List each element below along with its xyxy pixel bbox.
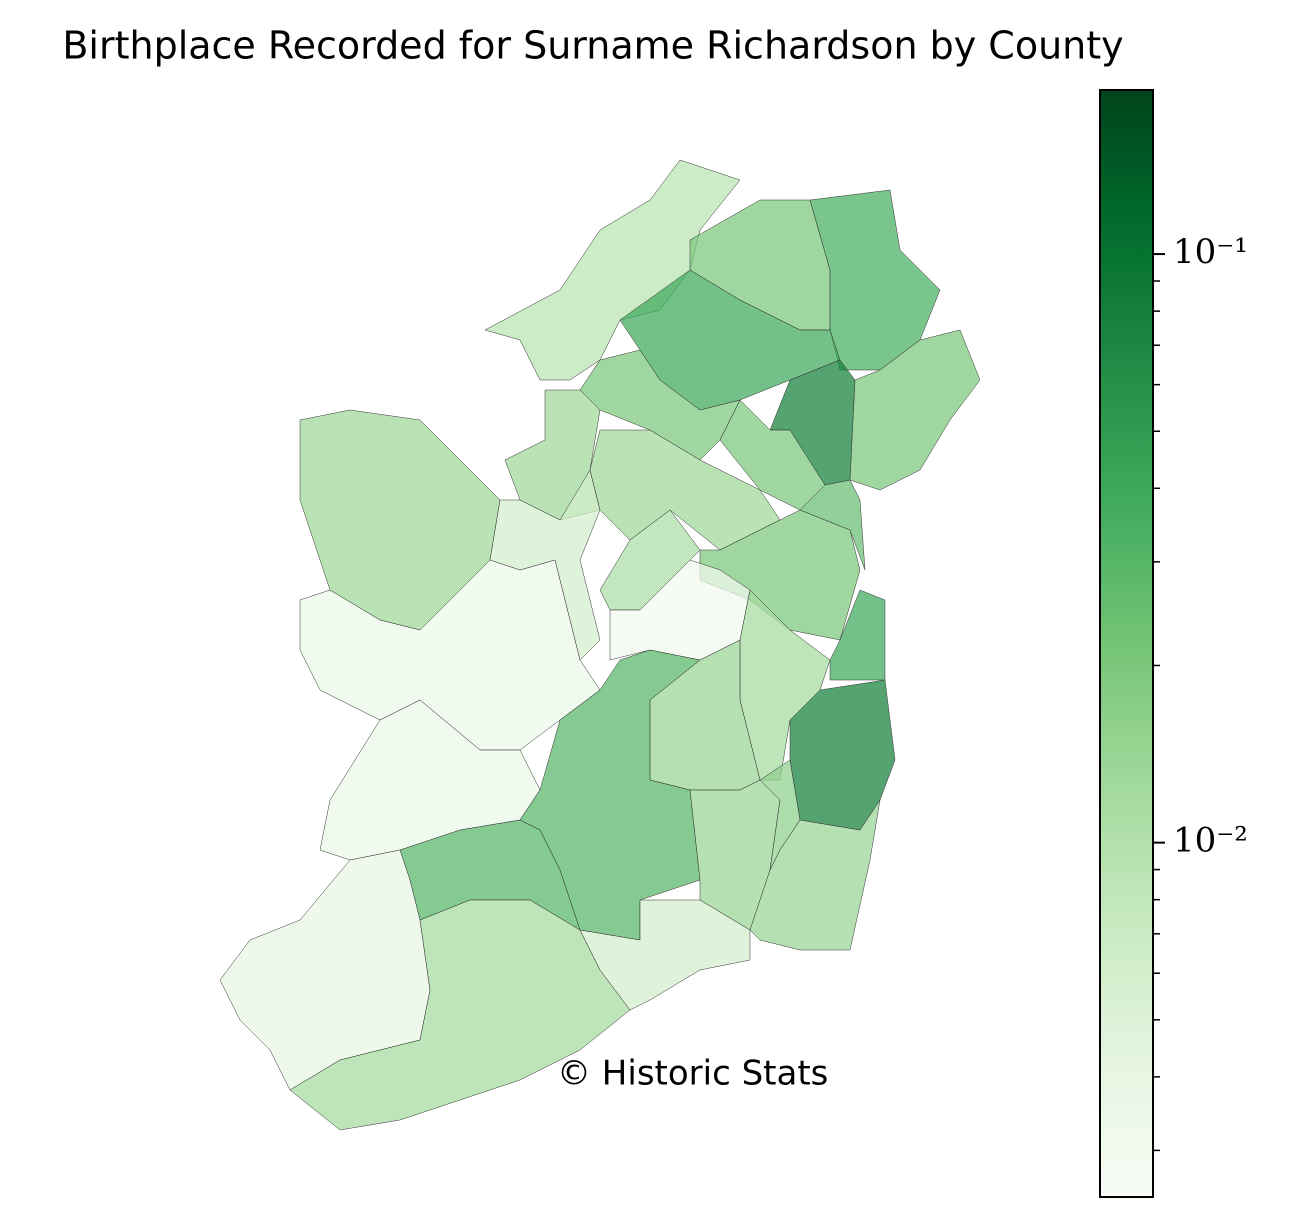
county: [799, 479, 866, 571]
colorbar-frame: [1099, 89, 1154, 1198]
county: [749, 799, 881, 951]
county: [719, 399, 826, 511]
county: [289, 899, 631, 1131]
chart-title: Birthplace Recorded for Surname Richards…: [62, 24, 1123, 68]
county: [299, 559, 601, 751]
county: [579, 899, 751, 1011]
colorbar-tick-label: 10⁻²: [1173, 821, 1248, 861]
county: [849, 329, 981, 491]
map: [219, 159, 981, 1131]
annotation: © Historic Stats: [557, 1054, 828, 1094]
colorbar-tick-label: 10⁻¹: [1173, 232, 1248, 272]
colorbar: [1100, 90, 1153, 1197]
